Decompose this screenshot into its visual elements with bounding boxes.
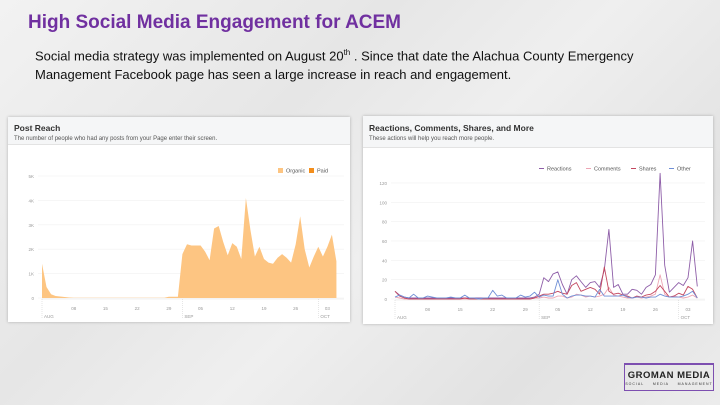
y-tick-label: 2K <box>28 247 34 252</box>
x-tick-label: 29 <box>166 306 172 311</box>
y-tick-label: 0 <box>31 296 34 301</box>
y-tick-label: 3K <box>28 223 34 228</box>
legend-label-paid: Paid <box>317 169 328 175</box>
legend-label-shares: Shares <box>639 167 657 173</box>
logo-sub-word: MEDIA <box>652 382 669 386</box>
line-series-shares <box>394 266 698 300</box>
logo-sub-text: SOCIAL MEDIA MANAGEMENT <box>621 382 717 386</box>
post-reach-chart-panel: Post Reach The number of people who had … <box>8 117 350 322</box>
legend-label-organic: Organic <box>286 169 306 175</box>
y-tick-label: 5K <box>28 174 34 179</box>
x-tick-label: 08 <box>71 306 77 311</box>
chart-title: Post Reach <box>14 123 61 133</box>
legend-swatch-paid <box>309 168 314 173</box>
x-tick-label: 22 <box>490 307 496 312</box>
month-label: AUG <box>44 314 54 319</box>
x-tick-label: 15 <box>103 306 109 311</box>
legend-label-other: Other <box>677 167 691 173</box>
y-tick-label: 1K <box>28 272 34 277</box>
area-series-organic <box>42 198 337 298</box>
x-tick-label: 26 <box>293 306 299 311</box>
x-tick-label: 12 <box>230 306 236 311</box>
x-tick-label: 12 <box>588 307 594 312</box>
month-label: OCT <box>320 314 330 319</box>
y-tick-label: 20 <box>382 278 388 283</box>
y-tick-label: 60 <box>382 239 388 244</box>
x-tick-label: 26 <box>653 307 659 312</box>
logo-main-text: GROMAN MEDIA <box>627 370 711 381</box>
y-tick-label: 80 <box>382 220 388 225</box>
month-label: OCT <box>681 315 691 320</box>
slide-title: High Social Media Engagement for ACEM <box>28 12 402 33</box>
month-label: SEP <box>184 314 193 319</box>
y-tick-label: 100 <box>379 200 387 205</box>
groman-media-logo: GROMAN MEDIA SOCIAL MEDIA MANAGEMENT <box>624 363 714 391</box>
chart-header: Post Reach The number of people who had … <box>8 117 350 145</box>
x-tick-label: 29 <box>523 307 529 312</box>
y-tick-label: 0 <box>384 297 387 302</box>
legend-swatch-organic <box>278 168 283 173</box>
chart-title: Reactions, Comments, Shares, and More <box>369 123 534 133</box>
body-text-part2: . Since that date the Alachua County Eme… <box>35 48 634 83</box>
legend-label-comments: Comments <box>594 167 621 173</box>
line-series-reactions <box>394 172 698 299</box>
engagement-chart-panel: Reactions, Comments, Shares, and More Th… <box>363 116 713 324</box>
month-label: SEP <box>541 315 550 320</box>
x-tick-label: 22 <box>135 306 141 311</box>
body-text-superscript: th <box>343 48 351 57</box>
slide-body: Social media strategy was implemented on… <box>35 43 675 84</box>
logo-sub-word: MANAGEMENT <box>677 382 713 386</box>
logo-sub-word: SOCIAL <box>625 382 645 386</box>
chart-header: Reactions, Comments, Shares, and More Th… <box>363 116 713 148</box>
chart-subtitle: These actions will help you reach more p… <box>369 136 495 142</box>
y-tick-label: 120 <box>379 181 387 186</box>
engagement-chart: 0 20 40 60 80 100 120 08 15 22 29 05 12 19 26 03 AUG SEP O… <box>379 167 705 320</box>
legend-label-reactions: Reactions <box>547 167 572 173</box>
x-tick-label: 19 <box>261 306 267 311</box>
line-series-other <box>394 279 698 300</box>
x-tick-label: 05 <box>198 306 204 311</box>
x-tick-label: 03 <box>685 307 691 312</box>
body-text-part1: Social media strategy was implemented on… <box>35 48 344 64</box>
post-reach-chart: 0 1K 2K 3K 4K 5K 08 15 22 29 05 12 19 26 03 AUG SEP OCT Or… <box>28 168 344 319</box>
y-tick-label: 40 <box>382 258 388 263</box>
y-tick-label: 4K <box>28 198 34 203</box>
x-tick-label: 15 <box>458 307 464 312</box>
x-tick-label: 03 <box>325 306 331 311</box>
x-tick-label: 05 <box>555 307 561 312</box>
chart-subtitle: The number of people who had any posts f… <box>14 136 218 142</box>
x-tick-label: 19 <box>620 307 626 312</box>
x-tick-label: 08 <box>425 307 431 312</box>
month-label: AUG <box>397 315 407 320</box>
